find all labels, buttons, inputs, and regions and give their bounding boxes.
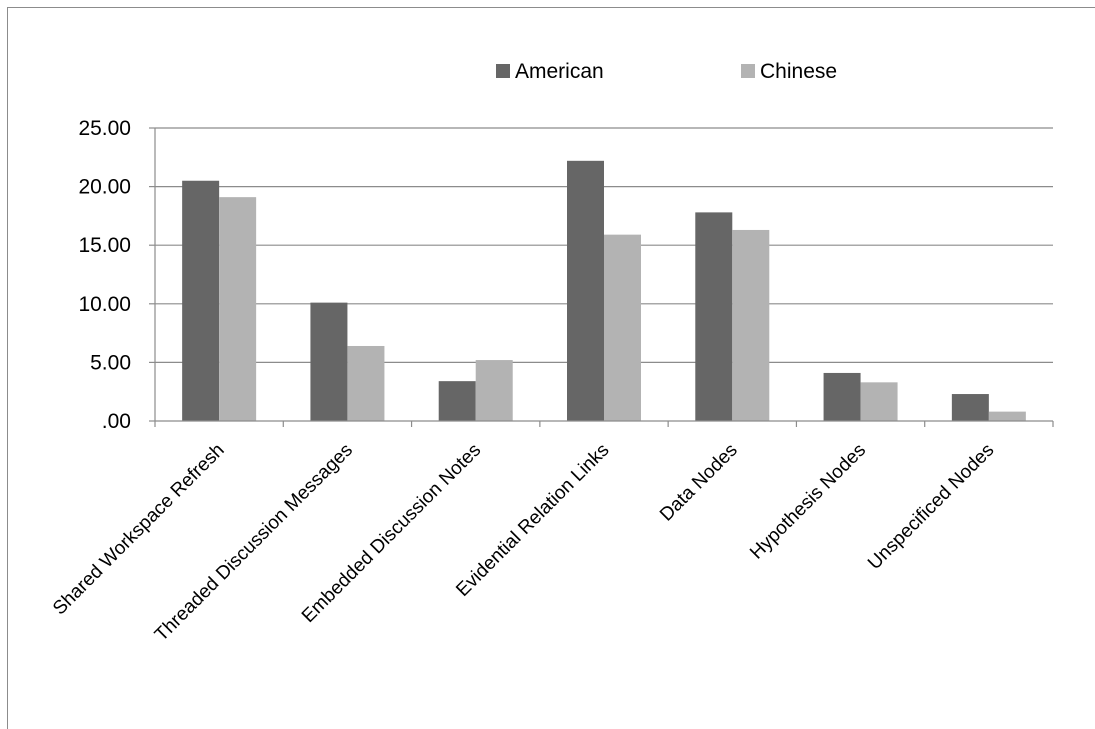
chart-frame [7, 7, 1095, 729]
x-category-label: Data Nodes [656, 440, 742, 526]
y-tick-label: 5.00 [90, 351, 131, 374]
bar-american [695, 212, 733, 421]
bar-american [823, 372, 861, 421]
y-tick-label: 25.00 [78, 117, 131, 140]
bars [182, 160, 1026, 422]
y-tick-labels: .00 5.00 10.00 15.00 20.00 25.00 [78, 117, 131, 433]
bar-chinese [219, 197, 257, 421]
bar-american [438, 381, 476, 421]
y-tick-label: .00 [102, 410, 131, 433]
bar-chinese [347, 345, 385, 421]
y-tick-label: 10.00 [78, 293, 131, 316]
bar-chinese [604, 234, 641, 421]
legend-swatch-chinese [741, 64, 755, 78]
y-tick-label: 20.00 [78, 176, 131, 199]
legend-label-chinese: Chinese [760, 60, 837, 83]
bar-american [951, 394, 989, 421]
bar-chinese [988, 411, 1026, 421]
axes [149, 127, 1054, 427]
legend-label-american: American [515, 60, 604, 83]
bar-chinese [475, 360, 513, 421]
legend-swatch-american [496, 64, 510, 78]
bar-chinese [860, 382, 898, 421]
bar-american [567, 160, 604, 422]
bar-chinese [732, 229, 770, 421]
bar-american [182, 180, 220, 421]
x-category-label: Evidential Relation Links [452, 440, 613, 601]
x-category-label: Hypothesis Nodes [746, 440, 870, 564]
x-category-label: Unspecificed Nodes [864, 440, 998, 574]
legend: American Chinese [496, 60, 837, 83]
y-tick-label: 15.00 [78, 234, 131, 257]
bar-american [310, 302, 348, 421]
